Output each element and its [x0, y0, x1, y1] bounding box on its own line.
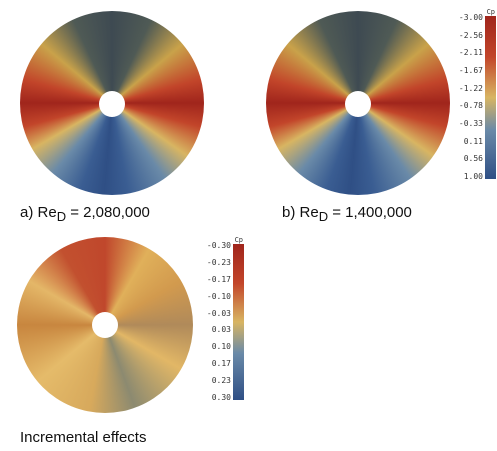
colorbar-tick-label: -0.03: [206, 308, 231, 318]
colorbar-tick-label: 0.30: [211, 393, 231, 402]
colorbar-tick-label: 0.03: [211, 325, 231, 335]
colorbar-tick-label: 0.17: [211, 359, 231, 369]
caption: a) ReD = 2,080,000: [20, 204, 150, 224]
colorbar-tick-label: -0.17: [206, 274, 231, 284]
colorbar-label: Cp: [234, 236, 243, 244]
colorbar-tick-label: -1.22: [458, 83, 483, 93]
colorbar-tick-label: 1.00: [463, 172, 483, 181]
colorbar-bar: [485, 16, 496, 179]
caption: Incremental effects: [20, 429, 147, 446]
colorbar: Cp -0.30 -0.23 -0.17 -0.10 -0.03 0.03 0.10 0.17 0…: [200, 236, 244, 404]
colorbar: Cp -3.00 -2.56 -2.11 -1.67 -1.22 -0.78 -0.33 0.1…: [455, 8, 497, 183]
colorbar-tick-label: -0.30: [206, 241, 231, 250]
colorbar-tick-label: -0.23: [206, 257, 231, 267]
colorbar-tick-label: -1.67: [458, 66, 483, 75]
hub: [99, 91, 125, 117]
colorbar-tick-label: 0.11: [463, 136, 483, 146]
colorbar-tick-label: -3.00: [458, 13, 483, 22]
colorbar-bar: [233, 244, 244, 400]
colorbar-tick-label: -0.33: [458, 119, 483, 128]
colorbar-tick-label: -0.78: [458, 101, 483, 111]
hub: [345, 91, 371, 117]
colorbar-tick-label: -2.56: [458, 30, 483, 40]
colorbar-label: Cp: [486, 8, 495, 16]
hub: [92, 312, 118, 338]
colorbar-tick-label: 0.56: [463, 154, 483, 164]
colorbar-tick-label: -0.10: [206, 291, 231, 301]
colorbar-tick-label: -2.11: [458, 48, 483, 58]
colorbar-tick-label: 0.23: [211, 376, 231, 386]
colorbar-tick-label: 0.10: [211, 342, 231, 352]
caption: b) ReD = 1,400,000: [282, 204, 412, 224]
